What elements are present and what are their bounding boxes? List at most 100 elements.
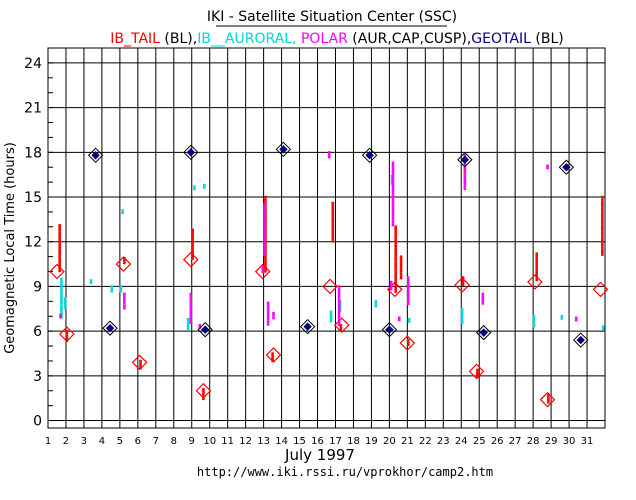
polar-point [546,164,549,167]
ib-tail-point [601,229,604,232]
polar-point [389,285,393,288]
polar-point [406,281,410,284]
y-tick-label: 21 [24,101,42,117]
polar-point [546,166,549,170]
polar-point [337,309,341,312]
polar-point [263,212,266,216]
ib-tail-point [331,211,335,214]
ib-tail-point [535,269,539,272]
y-tick-label: 0 [33,414,42,430]
chart-legend: IB_TAIL (BL),IB__AURORAL, POLAR (AUR,CAP… [110,31,564,47]
ib-tail-point [339,323,343,327]
polar-point [337,321,341,324]
polar-point [463,182,467,186]
polar-point [59,313,62,316]
ib-tail-point [331,218,335,221]
x-tick-label: 30 [563,436,576,447]
polar-point [391,171,395,174]
ib-tail-point [264,267,267,271]
geotail-diamond [183,144,199,161]
ib-auroral-point [121,209,124,212]
ib-tail-point [394,256,397,260]
polar-point [123,292,126,296]
polar-point [463,178,467,181]
ib-auroral-point [532,319,536,323]
polar-point [272,316,275,320]
ib-tail-point [339,328,343,332]
ib-tail-point [264,263,267,266]
ib-auroral-point [193,185,196,188]
polar-point [263,234,266,237]
polar-point [266,313,270,317]
geotail-diamond [275,141,292,158]
polar-point [263,224,266,228]
geotail-diamond [87,147,104,164]
ib-tail-point [58,238,61,241]
polar-point [263,244,266,247]
ib-tail-point [331,240,335,243]
ib-tail-point [331,228,335,231]
polar-point [261,268,265,271]
ib-auroral-point [60,284,63,288]
polar-point [337,314,341,317]
legend-entry: (BL) [531,31,564,47]
ib-tail-point [601,217,604,220]
polar-point [337,299,341,303]
polar-point [406,276,410,279]
plot-frame [47,47,606,429]
polar-point [337,318,341,322]
x-tick-label: 2 [63,436,69,447]
polar-point [189,297,193,300]
ib-tail-point [394,280,397,284]
polar-point [391,216,395,220]
ib-auroral-point [186,327,190,331]
ib-tail-point [394,273,397,277]
polar-point [198,323,202,327]
ib-tail-point [58,224,61,227]
polar-point [391,161,395,164]
geotail-diamond-core [279,145,288,154]
polar-point [263,203,266,206]
ib-tail-point [271,354,274,358]
polar-point [189,307,193,310]
x-tick-label: 6 [135,436,141,447]
ib-auroral-point [407,320,411,323]
polar-point [406,283,410,286]
ib-tail-point [58,233,61,237]
polar-point [481,295,485,298]
geotail-diamond-core [91,151,100,160]
polar-point [189,309,193,312]
polar-point [481,299,485,303]
polar-point [406,290,410,294]
ib-auroral-point [60,280,63,283]
polar-point [123,299,126,303]
ib-tail-point [58,243,61,246]
polar-point [391,187,395,191]
ib-tail-point [601,224,604,228]
ib-tail-point [601,251,604,254]
y-tick-label: 3 [33,369,42,385]
polar-point [263,215,266,218]
ib-tail-point [202,392,205,396]
ib-tail-point [394,247,397,250]
ib-tail-point [65,329,69,333]
ib-auroral-point [374,300,378,303]
ib-tail-point [123,261,126,265]
y-tick-label: 18 [24,145,42,161]
ib-tail-diamond [322,278,338,295]
ib-tail-point [191,255,194,258]
ib-tail-point [331,216,335,219]
ib-tail-point [271,352,274,355]
polar-point [391,197,395,200]
ib-tail-point [191,235,194,239]
ib-tail-point [394,283,397,286]
ib-auroral-point [532,315,536,318]
polar-point [266,323,270,326]
x-tick-label: 12 [239,436,252,447]
ib-tail-point [601,219,604,223]
ib-tail-point [331,235,335,238]
ib-tail-point [461,278,465,282]
ib-auroral-point [460,321,464,325]
x-axis-label: July 1997 [284,446,355,464]
ib-auroral-point [601,325,605,328]
